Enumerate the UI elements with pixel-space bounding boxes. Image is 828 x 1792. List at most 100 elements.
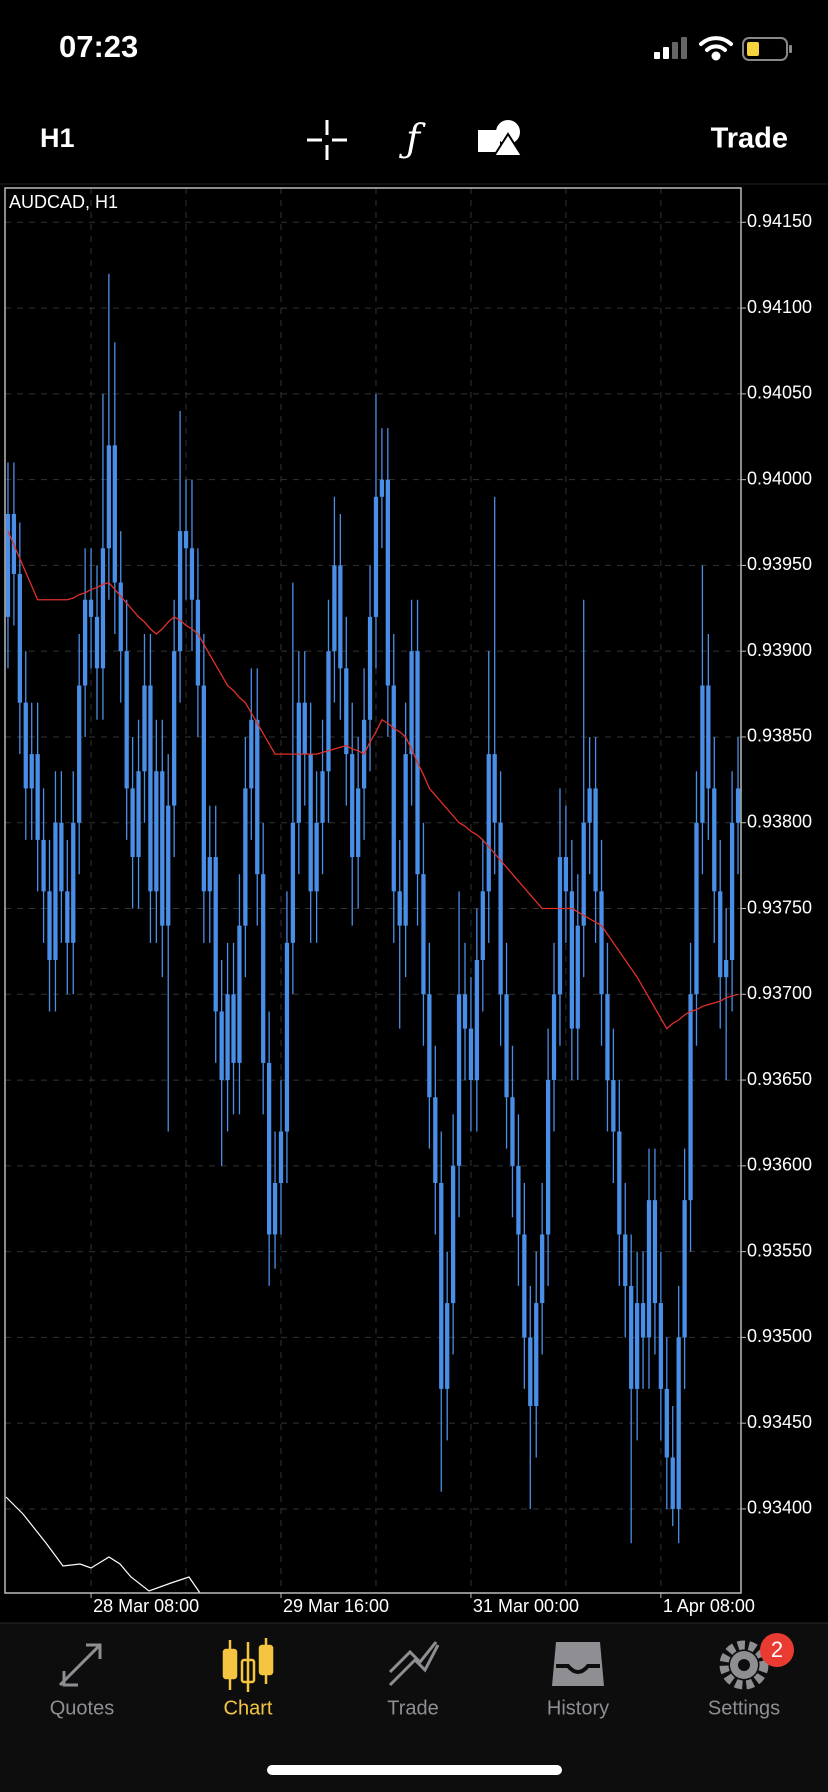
candle-body [243, 788, 248, 926]
candle-body [540, 1234, 545, 1304]
settings-tab[interactable]: Settings 2 [708, 1633, 794, 1719]
tab-bar [0, 1623, 828, 1792]
candle-body [718, 891, 723, 978]
y-tick-label: 0.93400 [747, 1498, 812, 1518]
home-indicator [267, 1765, 562, 1775]
chart-tab[interactable]: Chart [222, 1638, 274, 1719]
tab-label: History [547, 1697, 609, 1719]
candle-body [504, 994, 509, 1098]
candle-body [17, 573, 22, 703]
candle-body [729, 822, 735, 960]
y-tick-label: 0.93700 [747, 983, 812, 1003]
candle-body [617, 1131, 622, 1235]
candle-body [421, 874, 426, 995]
candle-body [534, 1303, 539, 1407]
candle-body [724, 959, 729, 978]
candle-body [593, 788, 598, 892]
candle-body [160, 771, 165, 926]
y-tick-label: 0.93900 [747, 640, 812, 660]
candle-body [118, 582, 123, 652]
candle-body [682, 1200, 687, 1338]
candle-body [433, 1097, 438, 1183]
candle-body [694, 822, 699, 995]
candle-body [71, 822, 76, 943]
y-tick-label: 0.93550 [747, 1240, 812, 1260]
candle-body [326, 651, 331, 772]
candle-body [480, 891, 485, 960]
candle-body [575, 925, 580, 1029]
tab-label: Trade [387, 1697, 439, 1719]
candle-body [599, 891, 604, 995]
candle-body [605, 994, 610, 1081]
chart: AUDCAD, H1 0.94150 0.94100 0.94050 0.94000 0… [5, 188, 812, 1616]
candle-body [296, 702, 301, 823]
crosshair-button[interactable] [307, 120, 347, 160]
quotes-tab[interactable]: Quotes [50, 1643, 114, 1719]
candle-body [522, 1234, 527, 1338]
candle-body [130, 788, 135, 858]
trade-tab[interactable]: Trade [387, 1641, 440, 1719]
candle-body [249, 719, 254, 789]
candle-body [41, 839, 46, 892]
candle-body [563, 857, 569, 892]
candle-body [314, 822, 319, 892]
y-tick-label: 0.93650 [747, 1069, 812, 1089]
candle-body [456, 994, 462, 1166]
candle-body [623, 1234, 628, 1286]
candle-body [516, 1165, 521, 1235]
candle-body [569, 891, 574, 1029]
candle-body [290, 822, 296, 943]
candle-body [88, 599, 94, 617]
candle-body [94, 616, 100, 669]
candle-body [379, 479, 385, 497]
candle-body [23, 702, 28, 789]
candle-body [142, 685, 147, 772]
candle-body [492, 754, 497, 823]
trade-button[interactable]: Trade [711, 123, 788, 155]
candle-body [219, 1011, 224, 1081]
candle-body [29, 754, 34, 789]
candle-body [47, 891, 52, 960]
candle-body [278, 1131, 284, 1183]
history-tab[interactable]: History [547, 1642, 609, 1719]
wifi-icon [699, 36, 733, 61]
status-time: 07:23 [59, 29, 138, 64]
candle-body [195, 599, 201, 686]
candle-body [344, 668, 349, 755]
candle-body [367, 616, 373, 720]
objects-button[interactable] [478, 120, 524, 157]
tab-label: Quotes [50, 1697, 114, 1719]
candle-body [498, 822, 503, 995]
candle-body [350, 754, 355, 858]
candle-body [148, 685, 153, 892]
x-tick-label: 29 Mar 16:00 [283, 1596, 389, 1616]
y-tick-label: 0.94150 [747, 211, 812, 231]
candle-body [166, 805, 171, 926]
candle-body [207, 857, 212, 892]
candle-body [284, 942, 290, 1132]
chart-title: AUDCAD, H1 [9, 192, 118, 212]
candle-body [587, 788, 592, 823]
battery-icon [742, 37, 792, 61]
candle-body [676, 1337, 681, 1509]
candle-body [124, 651, 129, 789]
candle-body [510, 1097, 515, 1166]
candle-body [320, 771, 325, 823]
y-tick-label: 0.93750 [747, 897, 812, 917]
candle-body [462, 994, 468, 1029]
candle-body [528, 1337, 533, 1407]
candle-body [356, 788, 361, 858]
candle-body [53, 822, 58, 960]
candle-body [189, 548, 195, 600]
candle-body [712, 788, 717, 892]
y-tick-label: 0.94100 [747, 297, 812, 317]
candle-body [427, 994, 432, 1098]
candle-body [664, 1388, 669, 1458]
timeframe-button[interactable]: H1 [40, 123, 75, 153]
candle-body [177, 531, 183, 652]
candle-body [468, 1028, 474, 1081]
candle-body [272, 1182, 278, 1235]
candle-body [450, 1165, 456, 1304]
